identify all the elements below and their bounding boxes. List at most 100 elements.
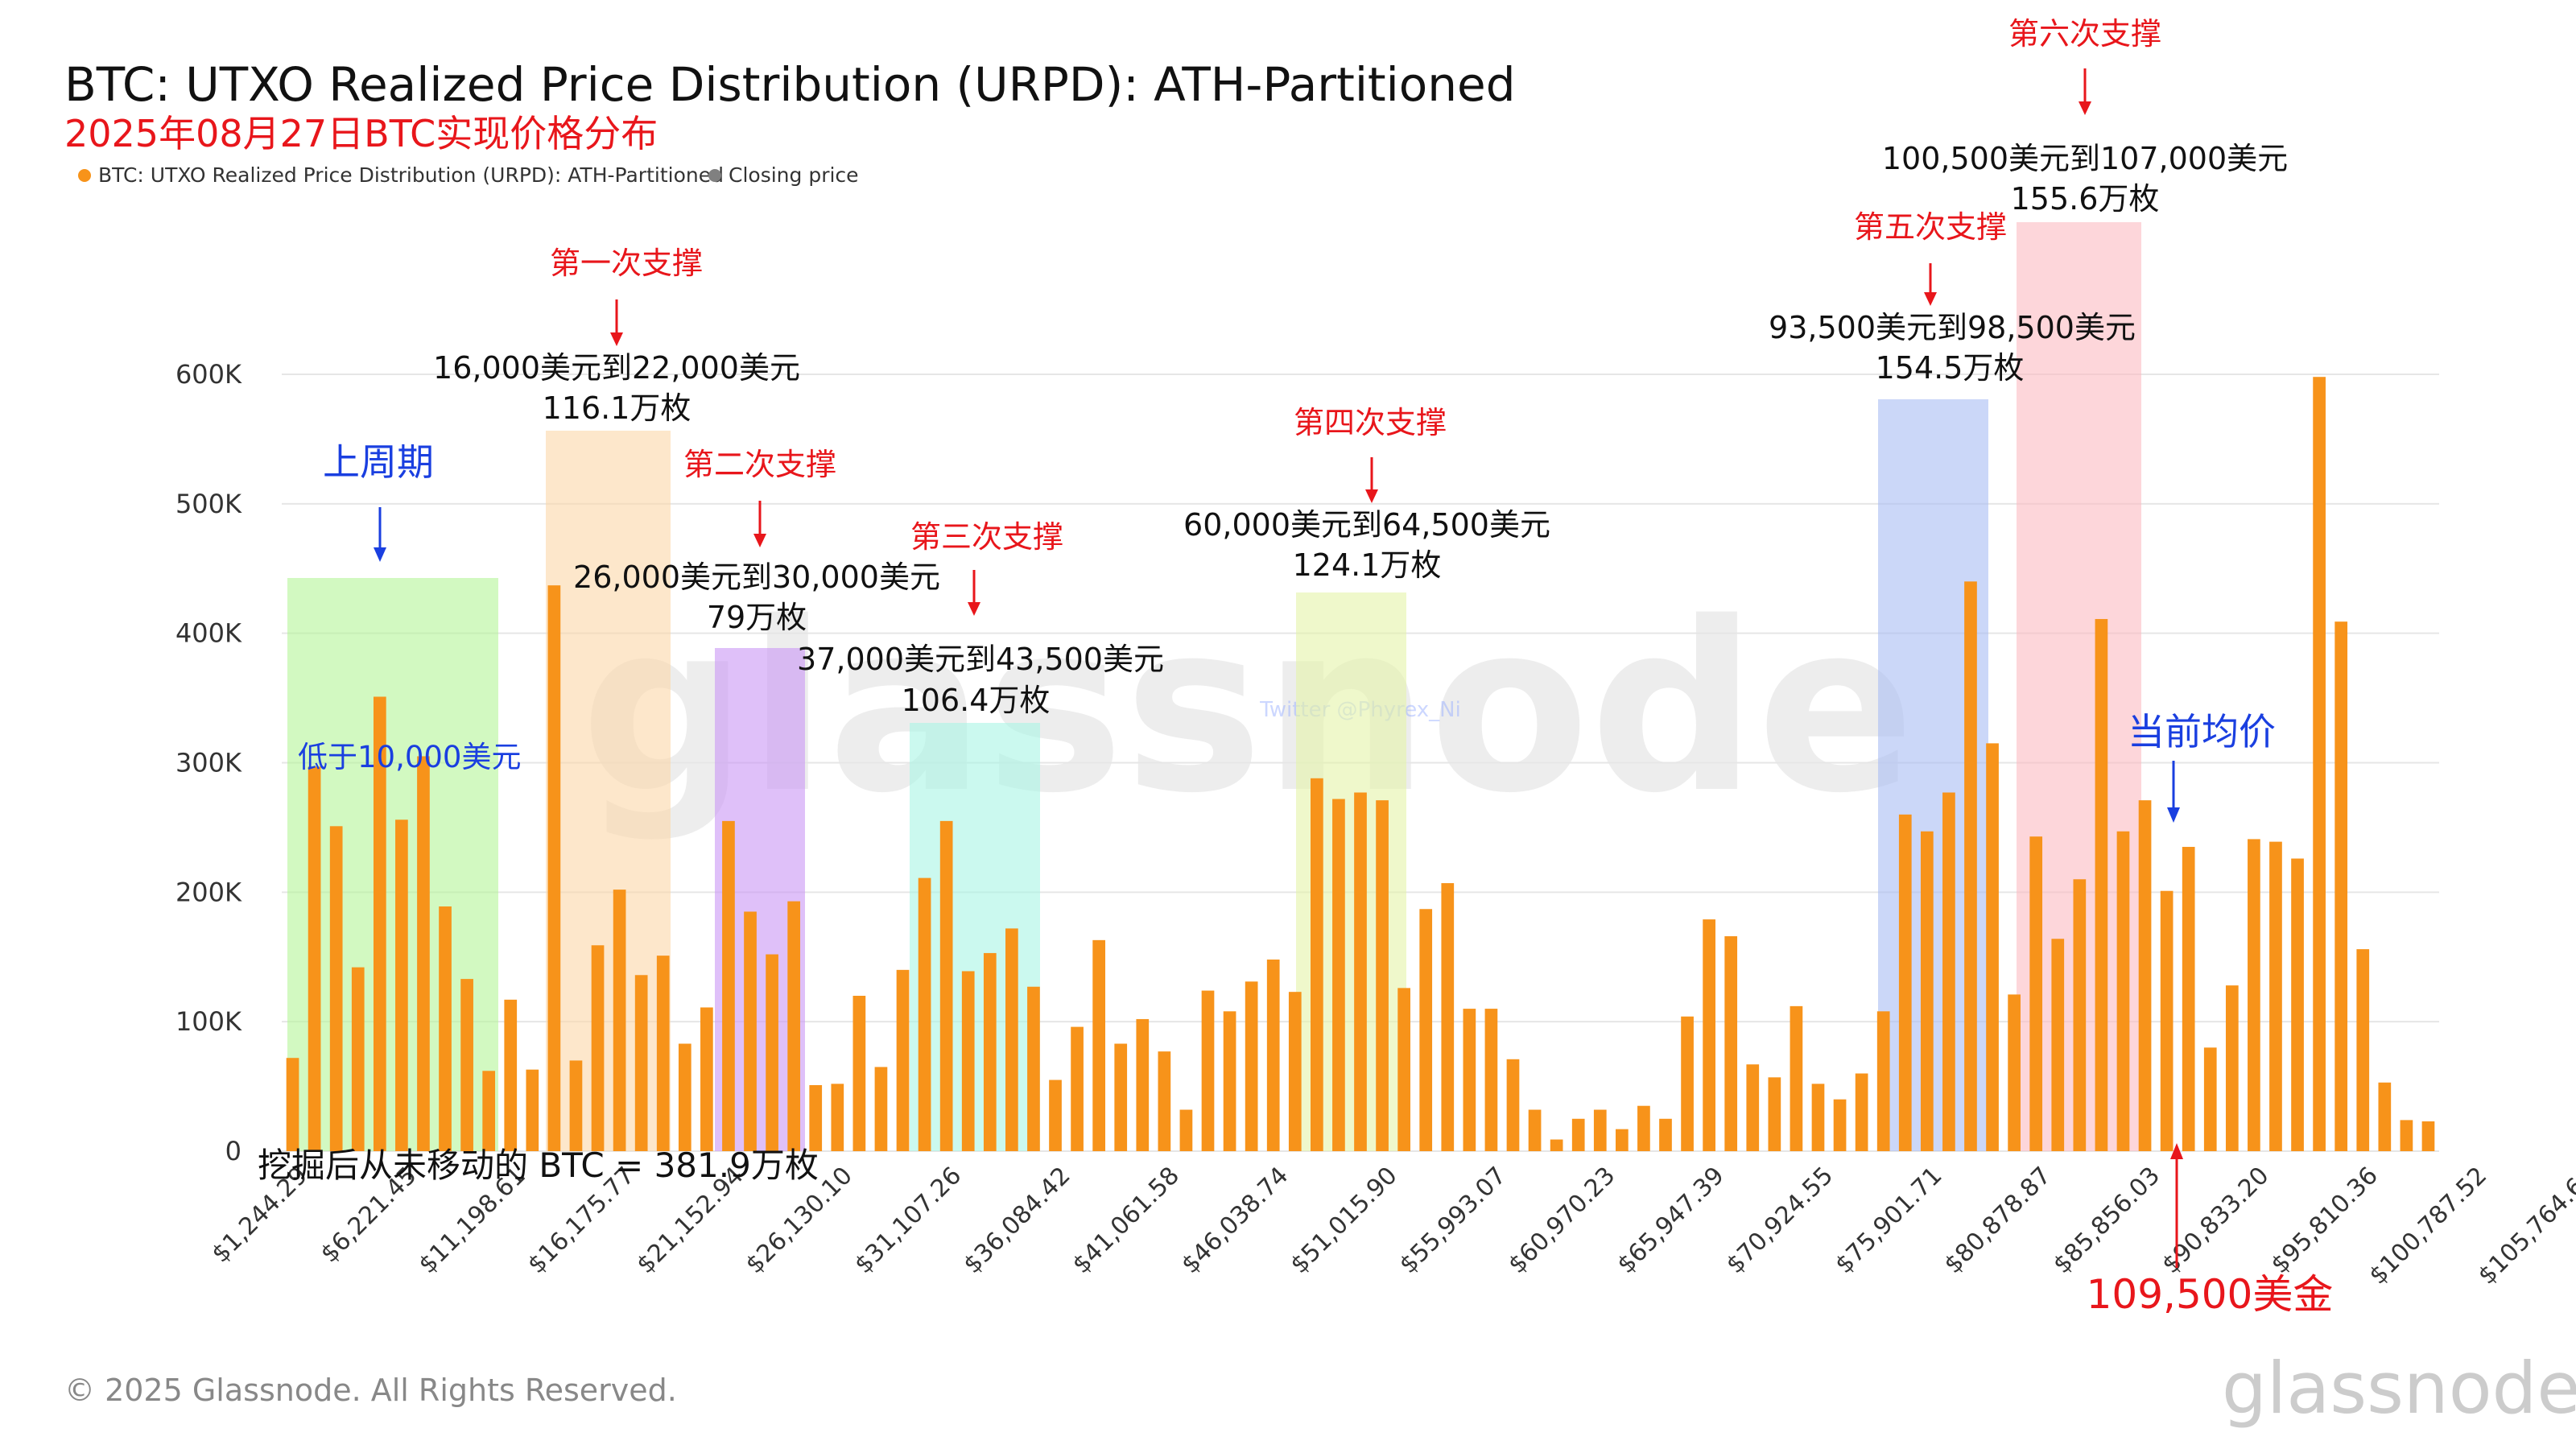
support4-amount: 124.1万枚 (1293, 547, 1442, 583)
support2-amount: 79万枚 (707, 600, 807, 635)
support5-label: 第五次支撑 (1854, 209, 2007, 245)
urpd-bar (1876, 1011, 1890, 1151)
urpd-bar (1506, 1059, 1520, 1151)
urpd-bar (1092, 939, 1106, 1151)
urpd-bar (2225, 985, 2239, 1151)
urpd-bar (351, 967, 365, 1151)
urpd-bar (1288, 992, 1302, 1151)
urpd-bar (2182, 847, 2195, 1151)
y-tick-label: 400K (175, 618, 242, 649)
urpd-bar (831, 1084, 844, 1151)
urpd-bar (1397, 988, 1410, 1151)
urpd-bar (874, 1067, 888, 1151)
current-price-arrow-head (2170, 1143, 2183, 1159)
urpd-bar (2029, 836, 2043, 1151)
urpd-bar (1615, 1129, 1629, 1151)
x-tick-label: $85,856.03 (2048, 1162, 2165, 1279)
urpd-bar (1223, 1011, 1236, 1151)
urpd-bar (1942, 792, 1955, 1151)
urpd-bar (1920, 831, 1934, 1151)
x-tick-label: $90,833.20 (2157, 1162, 2274, 1279)
urpd-bar (613, 890, 626, 1151)
urpd-bar (1311, 778, 1323, 1151)
support6-arrow-head (2079, 101, 2091, 115)
urpd-bar (2116, 831, 2130, 1151)
urpd-bar (1484, 1009, 1498, 1151)
urpd-bar (2051, 939, 2065, 1151)
urpd-bar (1266, 959, 1280, 1151)
urpd-bar (1637, 1105, 1650, 1151)
urpd-bar (1768, 1077, 1781, 1151)
bars (286, 377, 2435, 1151)
urpd-bar (439, 906, 452, 1151)
legend-marker-closing (708, 169, 721, 182)
urpd-bar (722, 820, 735, 1151)
urpd-bar (1855, 1073, 1868, 1151)
chart-subtitle: 2025年08月27日BTC实现价格分布 (64, 112, 658, 155)
support4-label: 第四次支撑 (1294, 405, 1447, 440)
last-cycle-arrow-head (374, 547, 386, 562)
last-cycle-sub-label: 低于10,000美元 (298, 740, 521, 774)
urpd-bar (1463, 1009, 1476, 1151)
urpd-bar (2008, 994, 2021, 1151)
urpd-bar (591, 945, 605, 1151)
support6-amount: 155.6万枚 (2011, 181, 2160, 217)
urpd-bar (1964, 581, 1977, 1151)
urpd-bar (1158, 1051, 1171, 1151)
y-tick-label: 500K (175, 489, 242, 519)
y-axis-ticks: 0 100K 200K 300K 400K 500K 600K (175, 359, 242, 1166)
support5-range: 93,500美元到98,500美元 (1769, 310, 2136, 345)
urpd-bar (1550, 1139, 1563, 1151)
urpd-bar (2334, 621, 2348, 1151)
urpd-bar (1179, 1109, 1193, 1151)
support4-arrow-head (1365, 489, 1378, 503)
urpd-bar (656, 956, 670, 1151)
last-cycle-label: 上周期 (323, 440, 434, 484)
support1-arrow-head (610, 332, 623, 346)
urpd-bar (526, 1069, 539, 1151)
urpd-bar (1833, 1099, 1847, 1151)
x-tick-label: $36,084.42 (958, 1162, 1075, 1279)
support5-amount: 154.5万枚 (1876, 350, 2025, 386)
support3-range: 37,000美元到43,500美元 (797, 642, 1164, 677)
current-avg-label: 当前均价 (2128, 710, 2276, 753)
x-tick-label: $55,993.07 (1394, 1162, 1512, 1279)
current-price-label: 109,500美金 (2087, 1271, 2334, 1318)
urpd-bar (2356, 949, 2370, 1151)
urpd-bar (787, 901, 801, 1151)
urpd-bar (678, 1043, 691, 1151)
urpd-bar (1071, 1026, 1084, 1151)
support4-range: 60,000美元到64,500美元 (1183, 507, 1550, 543)
urpd-bar (2378, 1082, 2392, 1151)
urpd-bar (308, 766, 321, 1151)
urpd-bar (939, 820, 953, 1151)
urpd-bar (1114, 1043, 1128, 1151)
urpd-bar (1986, 743, 1999, 1151)
urpd-bar (2160, 890, 2174, 1151)
support2-arrow-head (753, 534, 766, 547)
urpd-bar (504, 999, 518, 1151)
x-tick-label: $41,061.58 (1067, 1162, 1185, 1279)
urpd-bar (1201, 990, 1215, 1151)
urpd-bar (1724, 936, 1738, 1151)
urpd-bar (918, 877, 931, 1151)
urpd-bar (1049, 1080, 1062, 1151)
urpd-bar (1005, 928, 1018, 1151)
urpd-bar (2269, 841, 2282, 1151)
urpd-bar (2073, 879, 2087, 1151)
legend-label-closing: Closing price (729, 163, 859, 187)
urpd-bar (460, 979, 473, 1151)
urpd-bar (1354, 792, 1367, 1151)
x-tick-label: $46,038.74 (1176, 1162, 1294, 1279)
current-avg-arrow-head (2167, 807, 2180, 823)
support3-arrow-head (968, 602, 980, 616)
legend: BTC: UTXO Realized Price Distribution (U… (78, 163, 859, 187)
mined-never-moved-label: 挖掘后从未移动的 BTC = 381.9万枚 (258, 1146, 819, 1185)
urpd-bar (1245, 981, 1258, 1151)
glassnode-logo: glassnode (2222, 1347, 2576, 1430)
urpd-bar (1746, 1064, 1760, 1151)
annotations: 上周期 低于10,000美元 第一次支撑 16,000美元到22,000美元 1… (258, 16, 2333, 1318)
urpd-bar (1659, 1118, 1672, 1151)
urpd-bar (766, 954, 778, 1151)
